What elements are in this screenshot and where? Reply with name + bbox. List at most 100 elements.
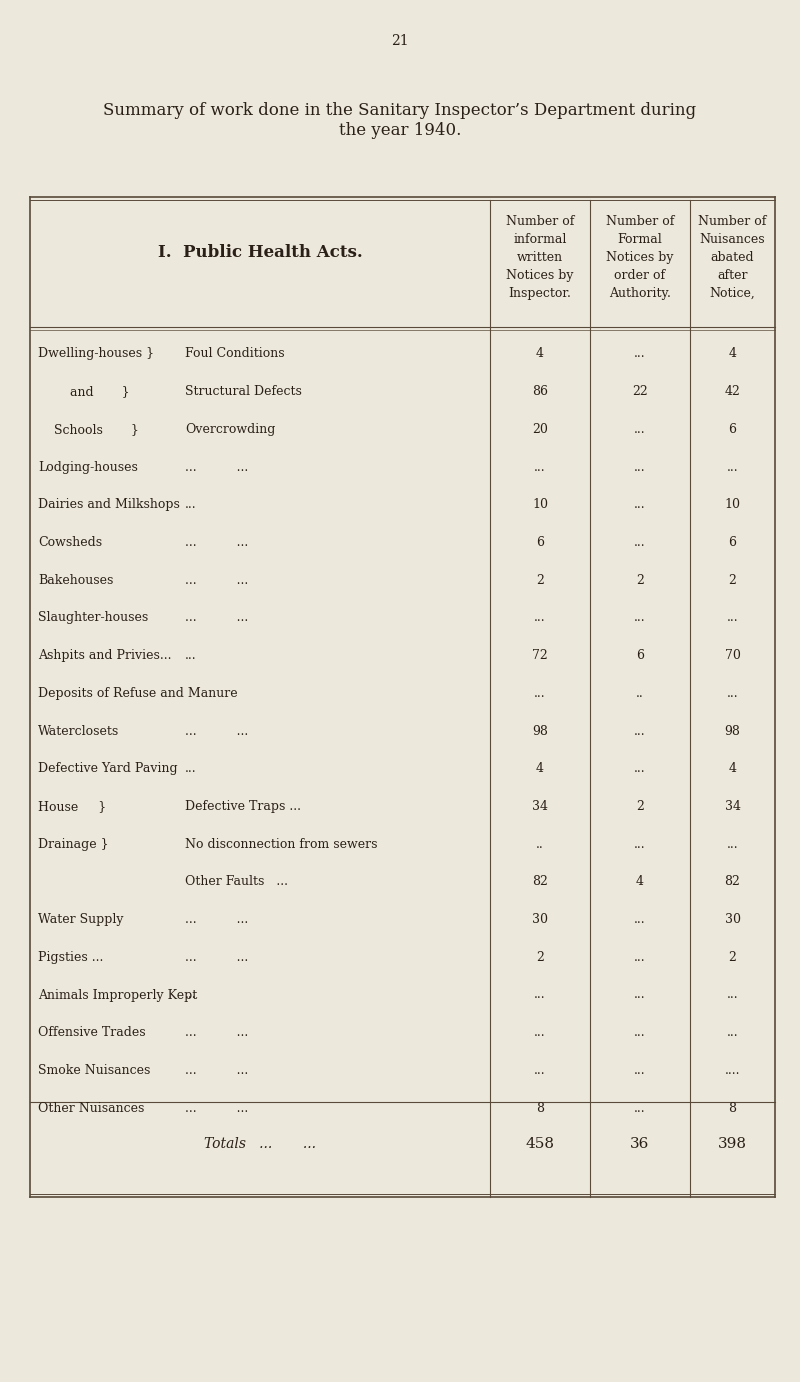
Text: ..: .. bbox=[636, 687, 644, 699]
Text: Other Nuisances: Other Nuisances bbox=[38, 1101, 144, 1115]
Text: 8: 8 bbox=[536, 1101, 544, 1115]
Text: 4: 4 bbox=[536, 347, 544, 361]
Text: ...: ... bbox=[534, 1064, 546, 1077]
Text: ...: ... bbox=[634, 611, 646, 625]
Text: 10: 10 bbox=[725, 499, 741, 511]
Text: Waterclosets: Waterclosets bbox=[38, 724, 119, 738]
Text: House     }: House } bbox=[38, 800, 106, 813]
Text: 86: 86 bbox=[532, 386, 548, 398]
Text: 22: 22 bbox=[632, 386, 648, 398]
Text: ...: ... bbox=[726, 611, 738, 625]
Text: ...: ... bbox=[185, 650, 197, 662]
Text: ...: ... bbox=[634, 1064, 646, 1077]
Text: 98: 98 bbox=[725, 724, 741, 738]
Text: 2: 2 bbox=[536, 951, 544, 963]
Text: ...: ... bbox=[726, 837, 738, 851]
Text: ...: ... bbox=[634, 724, 646, 738]
Text: Offensive Trades: Offensive Trades bbox=[38, 1027, 146, 1039]
Text: 10: 10 bbox=[532, 499, 548, 511]
Text: ...          ...: ... ... bbox=[185, 1064, 248, 1077]
Text: 70: 70 bbox=[725, 650, 741, 662]
Text: 4: 4 bbox=[536, 763, 544, 775]
Text: Structural Defects: Structural Defects bbox=[185, 386, 302, 398]
Text: ...          ...: ... ... bbox=[185, 1027, 248, 1039]
Text: 2: 2 bbox=[536, 574, 544, 586]
Text: ...: ... bbox=[726, 1027, 738, 1039]
Text: ...          ...: ... ... bbox=[185, 951, 248, 963]
Text: ...: ... bbox=[634, 347, 646, 361]
Text: ...: ... bbox=[634, 951, 646, 963]
Text: 82: 82 bbox=[532, 875, 548, 889]
Text: ...: ... bbox=[634, 460, 646, 474]
Text: ...: ... bbox=[634, 1027, 646, 1039]
Text: 21: 21 bbox=[391, 35, 409, 48]
Text: 34: 34 bbox=[532, 800, 548, 813]
Text: 2: 2 bbox=[729, 951, 737, 963]
Text: ...: ... bbox=[185, 499, 197, 511]
Text: 6: 6 bbox=[636, 650, 644, 662]
Text: Bakehouses: Bakehouses bbox=[38, 574, 114, 586]
Text: Foul Conditions: Foul Conditions bbox=[185, 347, 285, 361]
Text: ...: ... bbox=[185, 988, 197, 1002]
Text: Ashpits and Privies...: Ashpits and Privies... bbox=[38, 650, 171, 662]
Text: ...          ...: ... ... bbox=[185, 536, 248, 549]
Text: 2: 2 bbox=[729, 574, 737, 586]
Text: ...: ... bbox=[185, 763, 197, 775]
Text: ...: ... bbox=[534, 1027, 546, 1039]
Text: 82: 82 bbox=[725, 875, 741, 889]
Text: ...          ...: ... ... bbox=[185, 611, 248, 625]
Text: and       }: and } bbox=[38, 386, 130, 398]
Text: Water Supply: Water Supply bbox=[38, 914, 123, 926]
Text: Smoke Nuisances: Smoke Nuisances bbox=[38, 1064, 150, 1077]
Text: 8: 8 bbox=[729, 1101, 737, 1115]
Text: ...: ... bbox=[726, 988, 738, 1002]
Text: Number of
Formal
Notices by
order of
Authority.: Number of Formal Notices by order of Aut… bbox=[606, 214, 674, 300]
Text: 6: 6 bbox=[729, 536, 737, 549]
Text: Dairies and Milkshops: Dairies and Milkshops bbox=[38, 499, 180, 511]
Text: ...: ... bbox=[534, 687, 546, 699]
Text: 2: 2 bbox=[636, 800, 644, 813]
Text: ...: ... bbox=[634, 423, 646, 435]
Text: ..: .. bbox=[536, 837, 544, 851]
Text: 30: 30 bbox=[532, 914, 548, 926]
Text: ...: ... bbox=[634, 763, 646, 775]
Text: ...          ...: ... ... bbox=[185, 460, 248, 474]
Text: ...: ... bbox=[634, 499, 646, 511]
Text: ...: ... bbox=[634, 988, 646, 1002]
Text: 6: 6 bbox=[536, 536, 544, 549]
Text: ...: ... bbox=[726, 687, 738, 699]
Text: Number of
informal
written
Notices by
Inspector.: Number of informal written Notices by In… bbox=[506, 214, 574, 300]
Text: the year 1940.: the year 1940. bbox=[339, 122, 461, 140]
Text: Schools       }: Schools } bbox=[38, 423, 139, 435]
Text: I.  Public Health Acts.: I. Public Health Acts. bbox=[158, 243, 362, 260]
Text: Cowsheds: Cowsheds bbox=[38, 536, 102, 549]
Text: ...: ... bbox=[634, 837, 646, 851]
Text: 398: 398 bbox=[718, 1137, 747, 1151]
Text: Animals Improperly Kept: Animals Improperly Kept bbox=[38, 988, 198, 1002]
Text: Totals   ...       ...: Totals ... ... bbox=[204, 1137, 316, 1151]
Text: ...: ... bbox=[634, 536, 646, 549]
Text: 30: 30 bbox=[725, 914, 741, 926]
Text: No disconnection from sewers: No disconnection from sewers bbox=[185, 837, 378, 851]
Text: Pigsties ...: Pigsties ... bbox=[38, 951, 103, 963]
Text: ...: ... bbox=[634, 914, 646, 926]
Text: Lodging-houses: Lodging-houses bbox=[38, 460, 138, 474]
Text: Deposits of Refuse and Manure: Deposits of Refuse and Manure bbox=[38, 687, 238, 699]
Text: ...          ...: ... ... bbox=[185, 1101, 248, 1115]
Text: ...: ... bbox=[634, 1101, 646, 1115]
Text: 98: 98 bbox=[532, 724, 548, 738]
Text: 34: 34 bbox=[725, 800, 741, 813]
Text: ....: .... bbox=[725, 1064, 740, 1077]
Text: Slaughter-houses: Slaughter-houses bbox=[38, 611, 148, 625]
Text: Dwelling-houses }: Dwelling-houses } bbox=[38, 347, 154, 361]
Text: 6: 6 bbox=[729, 423, 737, 435]
Text: ...          ...: ... ... bbox=[185, 724, 248, 738]
Text: 4: 4 bbox=[729, 763, 737, 775]
Text: 4: 4 bbox=[729, 347, 737, 361]
Text: 72: 72 bbox=[532, 650, 548, 662]
Text: 20: 20 bbox=[532, 423, 548, 435]
Text: Defective Yard Paving: Defective Yard Paving bbox=[38, 763, 178, 775]
Text: 2: 2 bbox=[636, 574, 644, 586]
Text: ...          ...: ... ... bbox=[185, 914, 248, 926]
Text: 458: 458 bbox=[526, 1137, 554, 1151]
